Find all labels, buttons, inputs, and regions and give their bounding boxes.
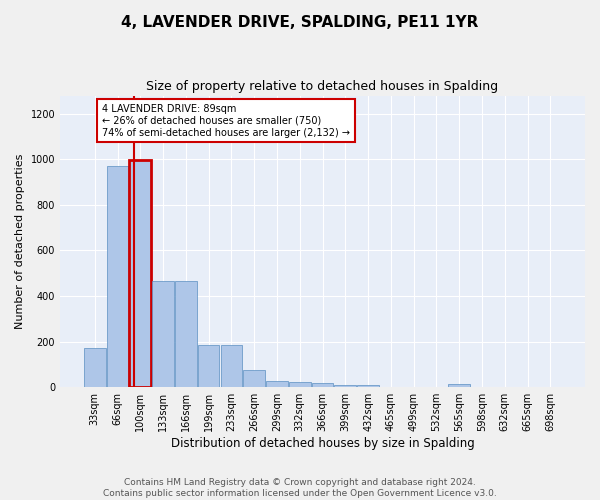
Title: Size of property relative to detached houses in Spalding: Size of property relative to detached ho… (146, 80, 499, 93)
Bar (175, 282, 197, 387)
Bar (221, 345, 242, 387)
Bar (357, 385, 379, 387)
Bar (198, 345, 220, 387)
X-axis label: Distribution of detached houses by size in Spalding: Distribution of detached houses by size … (170, 437, 475, 450)
Bar (244, 370, 265, 387)
Bar (334, 385, 356, 387)
Y-axis label: Number of detached properties: Number of detached properties (15, 154, 25, 329)
Bar (130, 160, 151, 387)
Bar (312, 383, 334, 387)
Bar (448, 384, 470, 387)
Bar (107, 166, 128, 387)
Text: 4, LAVENDER DRIVE, SPALDING, PE11 1YR: 4, LAVENDER DRIVE, SPALDING, PE11 1YR (121, 15, 479, 30)
Bar (266, 381, 288, 387)
Bar (152, 282, 174, 387)
Text: Contains HM Land Registry data © Crown copyright and database right 2024.
Contai: Contains HM Land Registry data © Crown c… (103, 478, 497, 498)
Bar (84, 348, 106, 387)
Bar (289, 382, 311, 387)
Text: 4 LAVENDER DRIVE: 89sqm
← 26% of detached houses are smaller (750)
74% of semi-d: 4 LAVENDER DRIVE: 89sqm ← 26% of detache… (102, 104, 350, 138)
